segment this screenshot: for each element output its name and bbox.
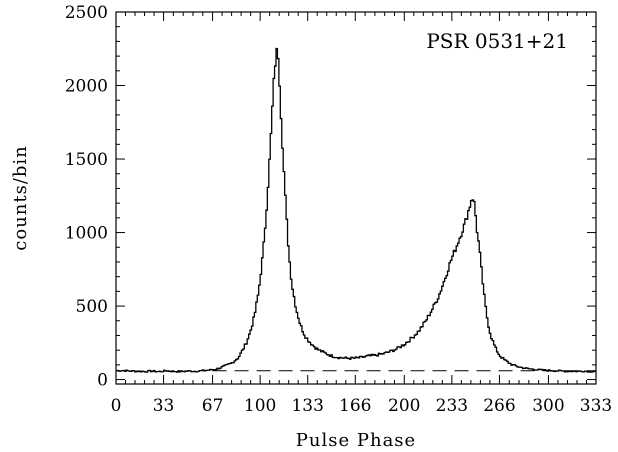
pulsar-annotation: PSR 0531+21 <box>426 29 568 53</box>
x-tick-label-67: 67 <box>202 396 224 416</box>
x-tick-label-200: 200 <box>388 396 420 416</box>
x-tick-label-133: 133 <box>291 396 323 416</box>
x-tick-label-166: 166 <box>339 396 371 416</box>
x-axis-label: Pulse Phase <box>296 430 416 451</box>
y-axis-ticks: 0 500 1000 1500 2000 2500 <box>65 3 596 391</box>
y-tick-label-2500: 2500 <box>65 3 108 23</box>
x-tick-label-266: 266 <box>483 396 515 416</box>
y-tick-label-2000: 2000 <box>65 77 108 97</box>
x-tick-label-0: 0 <box>111 396 122 416</box>
x-tick-label-100: 100 <box>244 396 276 416</box>
y-tick-label-1500: 1500 <box>65 150 108 170</box>
x-tick-label-333: 333 <box>580 396 612 416</box>
x-tick-label-33: 33 <box>153 396 175 416</box>
x-tick-label-233: 233 <box>436 396 468 416</box>
y-axis-label: counts/bin <box>10 145 31 251</box>
series-line-counts <box>116 47 596 373</box>
x-tick-label-300: 300 <box>532 396 564 416</box>
y-tick-label-1000: 1000 <box>65 224 108 244</box>
plot-frame <box>115 11 597 385</box>
y-tick-label-0: 0 <box>97 371 108 391</box>
x-axis-ticks: 0 33 67 100 133 166 200 233 266 300 333 <box>111 12 612 416</box>
y-tick-label-500: 500 <box>76 297 108 317</box>
